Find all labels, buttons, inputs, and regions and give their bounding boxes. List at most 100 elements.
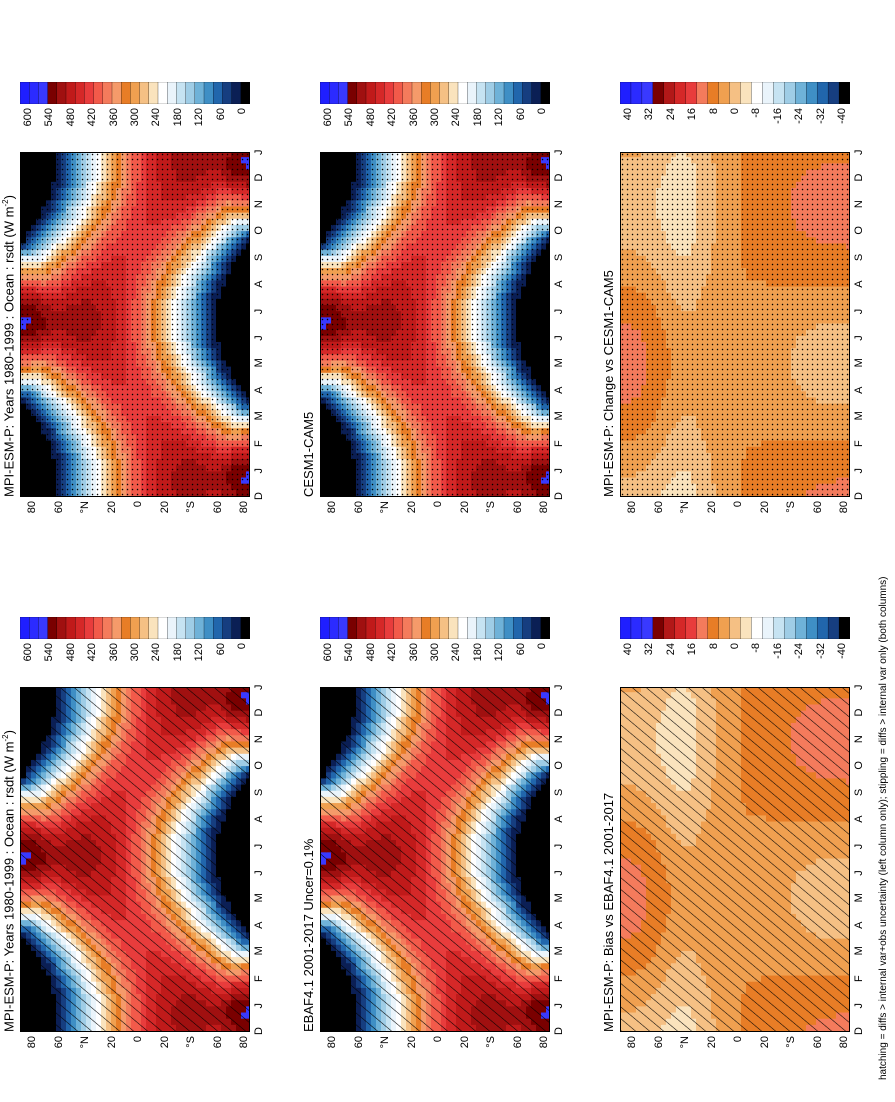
colorbar-swatch <box>347 617 358 639</box>
colorbar-swatch <box>20 82 30 104</box>
colorbar-swatch <box>685 617 698 639</box>
colorbar-swatch <box>421 82 432 104</box>
colorbar-label: 600 <box>22 108 34 127</box>
month-tick-label: J <box>253 1002 265 1009</box>
panel-title: EBAF4.1 2001-2017 Uncer=0.1% <box>301 838 316 1032</box>
month-tick-label: O <box>553 226 565 235</box>
month-tick-label: A <box>853 815 865 823</box>
hatching-overlay <box>621 687 850 1031</box>
lat-tick-label: 60 <box>511 1036 524 1049</box>
lat-tick-label: 80 <box>326 501 338 514</box>
month-tick-label: O <box>853 761 865 770</box>
colorbar-swatch <box>231 82 242 104</box>
lat-tick-label: °N <box>79 1036 91 1049</box>
lat-tick-label: °N <box>379 1036 391 1049</box>
month-tick-label: F <box>553 440 565 447</box>
colorbar-swatch <box>816 617 829 639</box>
colorbar-label: 420 <box>86 108 99 127</box>
colorbar-label: -24 <box>793 643 806 659</box>
month-tick-label: A <box>553 815 565 823</box>
lat-tick-label: 20 <box>705 501 718 514</box>
colorbar-swatch <box>157 82 168 104</box>
month-tick-label: J <box>553 308 565 315</box>
colorbar-label: 60 <box>214 108 227 121</box>
colorbar-label: 360 <box>407 643 420 662</box>
panel-title: MPI-ESM-P: Years 1980-1999 : Ocean : rsd… <box>1 195 17 497</box>
colorbar-swatch <box>375 617 386 639</box>
month-tick-label: A <box>253 815 265 823</box>
month-tick-label: F <box>853 440 865 447</box>
colorbar-label: 480 <box>364 108 377 127</box>
colorbar-swatch <box>816 82 829 104</box>
colorbar-swatch <box>320 617 330 639</box>
lat-tick-label: °S <box>485 1036 497 1048</box>
month-tick-label: M <box>253 411 265 421</box>
colorbar-label: 420 <box>386 108 399 127</box>
colorbar-swatch <box>365 82 376 104</box>
month-tick-label: J <box>853 149 865 156</box>
month-tick-label: J <box>553 1002 565 1009</box>
panel-title: CESM1-CAM5 <box>301 411 316 497</box>
lat-tick-label: °S <box>185 501 197 513</box>
colorbar-label: 32 <box>643 643 656 656</box>
lat-tick-label: 0 <box>132 501 144 508</box>
month-tick-label: S <box>253 788 265 797</box>
colorbar-swatch <box>540 617 550 639</box>
lat-tick-label: 80 <box>238 1036 250 1049</box>
colorbar-swatch <box>148 617 159 639</box>
colorbar-swatch <box>29 617 40 639</box>
colorbar-swatch <box>176 82 187 104</box>
colorbar-label: 420 <box>386 643 399 662</box>
colorbar-label: 16 <box>686 108 699 121</box>
lat-tick-label: 80 <box>326 1036 338 1049</box>
difference-map <box>620 687 850 1032</box>
lat-tick-label: °S <box>485 501 497 513</box>
colorbar-swatch <box>641 82 654 104</box>
month-tick-label: M <box>553 946 565 956</box>
colorbar-swatch <box>652 617 665 639</box>
colorbar-swatch <box>696 82 709 104</box>
colorbar-swatch <box>75 82 86 104</box>
colorbar-label: 480 <box>64 108 77 127</box>
colorbar-swatch <box>485 82 496 104</box>
colorbar-swatch <box>130 617 141 639</box>
lat-tick-label: 20 <box>705 1036 718 1049</box>
colorbar-swatch <box>494 617 505 639</box>
lat-tick-label: 20 <box>158 501 171 514</box>
month-tick-label: A <box>853 386 865 394</box>
colorbar-label: 480 <box>364 643 377 662</box>
footnote: hatching = diffs > internal var+obs unce… <box>878 576 889 1080</box>
colorbar-swatch <box>457 617 468 639</box>
lat-tick-label: 20 <box>458 1036 471 1049</box>
colorbar-swatch <box>513 617 524 639</box>
colorbar-label: 8 <box>707 643 720 650</box>
colorbar-swatch <box>762 82 774 104</box>
colorbar-swatch <box>176 617 187 639</box>
lat-tick-label: °N <box>679 501 691 514</box>
colorbar-label: 0 <box>536 108 548 115</box>
colorbar-swatch <box>540 82 550 104</box>
colorbar-swatch <box>827 617 840 639</box>
colorbar-swatch <box>467 617 478 639</box>
lat-tick-label: 80 <box>26 1036 38 1049</box>
colorbar-label: 600 <box>322 643 334 662</box>
colorbar-swatch <box>620 617 632 639</box>
month-tick-label: D <box>253 173 265 182</box>
colorbar-label: 60 <box>214 643 227 656</box>
colorbar-swatch <box>240 82 250 104</box>
month-tick-label: O <box>253 226 265 235</box>
colorbar-label: 180 <box>171 108 184 127</box>
colorbar-swatch <box>641 617 654 639</box>
lat-tick-label: 0 <box>732 501 744 508</box>
month-tick-label: S <box>853 253 865 262</box>
colorbar-label: -40 <box>836 643 848 659</box>
month-tick-label: M <box>553 411 565 421</box>
colorbar-swatch <box>213 617 224 639</box>
month-tick-label: S <box>553 253 565 262</box>
colorbar-swatch <box>338 82 349 104</box>
lat-tick-label: 80 <box>26 501 38 514</box>
colorbar-label: 120 <box>193 108 206 127</box>
colorbar-swatch <box>38 617 49 639</box>
colorbar-label: 180 <box>171 643 184 662</box>
colorbar-swatch <box>467 82 478 104</box>
